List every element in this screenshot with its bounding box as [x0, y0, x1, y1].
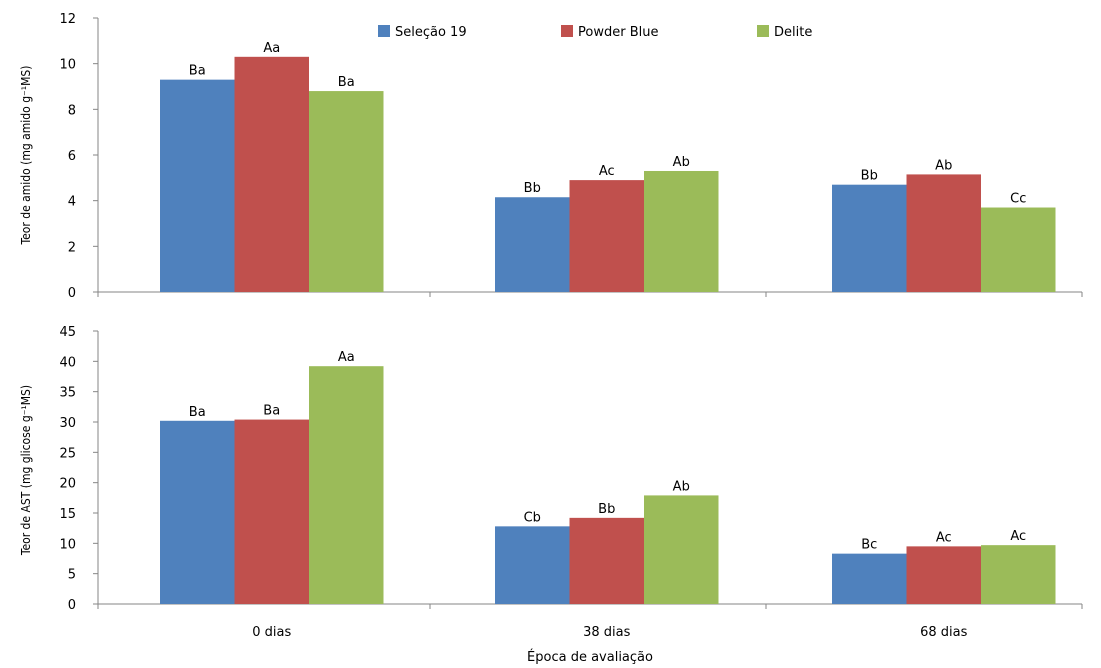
bar [495, 526, 570, 604]
bar [309, 91, 384, 292]
legend-label: Powder Blue [578, 25, 658, 40]
x-category-label: 68 dias [920, 625, 968, 640]
y-tick-label: 2 [68, 240, 76, 255]
bar-data-label: Ab [673, 155, 690, 170]
y-tick-label: 15 [59, 507, 76, 522]
y-tick-label: 4 [68, 195, 76, 210]
legend-swatch [561, 25, 573, 37]
legend-swatch [378, 25, 390, 37]
bar-data-label: Ba [189, 405, 206, 420]
bar-data-label: Aa [263, 41, 280, 56]
bar [644, 495, 719, 604]
bar-data-label: Ba [263, 404, 280, 419]
bar [234, 56, 309, 292]
bar [906, 174, 981, 292]
bar [644, 170, 719, 292]
y-tick-label: 5 [68, 568, 76, 583]
bar-data-label: Bb [524, 181, 541, 196]
bar-data-label: Aa [338, 350, 355, 365]
bar-data-label: Cb [524, 510, 541, 525]
bar-data-label: Ac [936, 530, 952, 545]
y-tick-label: 45 [59, 325, 76, 340]
bar [160, 79, 235, 293]
y-axis-title: Teor de AST (mg glicose g⁻¹MS) [19, 385, 33, 556]
y-tick-label: 12 [59, 12, 76, 27]
y-tick-label: 25 [59, 446, 76, 461]
bar-data-label: Ba [338, 75, 355, 90]
y-tick-label: 8 [68, 103, 76, 118]
y-tick-label: 30 [59, 416, 76, 431]
bar-data-label: Ab [673, 479, 690, 494]
bar-data-label: Ac [599, 164, 615, 179]
bar-data-label: Bb [598, 502, 615, 517]
bar-data-label: Cc [1010, 192, 1026, 207]
x-category-label: 38 dias [583, 625, 631, 640]
bar [832, 553, 907, 604]
y-tick-label: 35 [59, 386, 76, 401]
bar [832, 184, 907, 292]
bar [495, 197, 570, 292]
legend-label: Delite [774, 25, 812, 40]
bar [160, 420, 235, 604]
x-axis-title: Época de avaliação [527, 649, 653, 664]
bar-data-label: Bb [861, 169, 878, 184]
bar [981, 207, 1056, 292]
bar [309, 366, 384, 604]
bar [569, 180, 644, 292]
y-tick-label: 40 [59, 355, 76, 370]
bar [234, 419, 309, 604]
bar [569, 517, 644, 604]
y-tick-label: 0 [68, 598, 76, 613]
y-tick-label: 10 [59, 537, 76, 552]
y-tick-label: 20 [59, 477, 76, 492]
bar-data-label: Bc [861, 538, 877, 553]
bar-data-label: Ac [1010, 529, 1026, 544]
legend-swatch [757, 25, 769, 37]
y-tick-label: 10 [59, 58, 76, 73]
bar-data-label: Ba [189, 64, 206, 79]
y-tick-label: 6 [68, 149, 76, 164]
y-tick-label: 0 [68, 286, 76, 301]
bar [906, 546, 981, 604]
bar [981, 545, 1056, 604]
x-category-label: 0 dias [252, 625, 291, 640]
y-axis-title: Teor de amido (mg amido g⁻¹MS) [19, 66, 33, 246]
bar-data-label: Ab [935, 158, 952, 173]
legend-label: Seleção 19 [395, 25, 467, 40]
